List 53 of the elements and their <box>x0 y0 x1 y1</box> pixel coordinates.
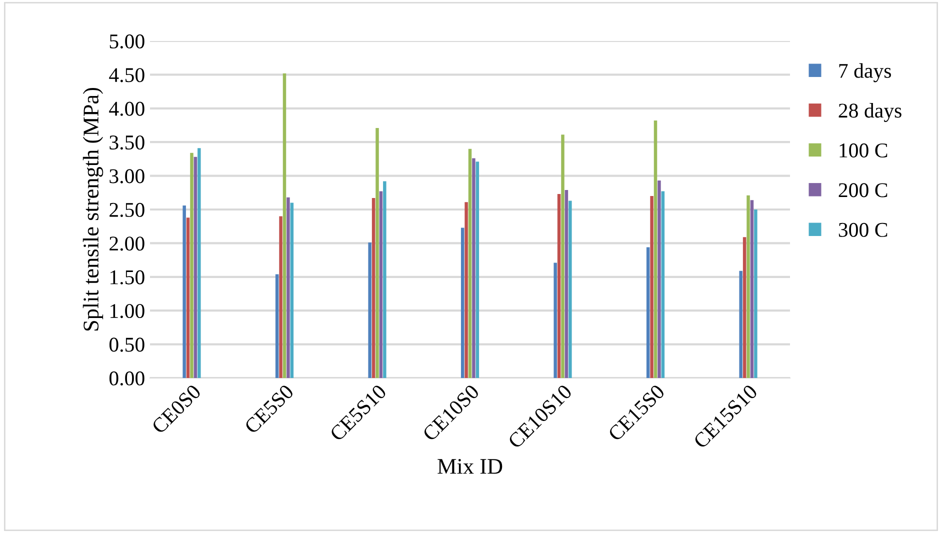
bar <box>739 270 742 378</box>
bar <box>646 247 650 378</box>
y-tick-label: 2.00 <box>110 236 144 251</box>
bar <box>190 152 194 378</box>
bar <box>742 237 746 378</box>
bar <box>750 200 754 378</box>
x-axis-title: Mix ID <box>438 458 502 474</box>
bar <box>661 191 665 378</box>
bar <box>564 190 568 378</box>
bar <box>561 134 564 378</box>
legend-label: 28 days <box>838 103 902 122</box>
bar <box>275 274 279 378</box>
bar <box>186 218 190 378</box>
legend-label: 100 C <box>840 143 888 158</box>
bar <box>194 156 198 378</box>
legend-label: 200 C <box>838 183 888 198</box>
bar <box>468 148 472 378</box>
bar <box>476 162 480 378</box>
y-tick-label: 1.50 <box>110 270 144 284</box>
bar <box>379 191 383 378</box>
bar <box>376 128 379 378</box>
bar <box>557 194 561 378</box>
y-tick-label: 5.00 <box>110 34 144 49</box>
y-tick-label: 0.00 <box>109 371 144 386</box>
legend-label: 300 C <box>838 222 888 237</box>
bar <box>383 181 386 378</box>
y-tick-label: 2.50 <box>110 202 144 218</box>
bar <box>368 242 372 378</box>
bar <box>198 148 201 378</box>
bar <box>464 202 468 378</box>
y-tick-label: 1.00 <box>110 304 144 318</box>
bar <box>372 198 376 378</box>
bar <box>650 196 654 378</box>
legend-label: 7 days <box>839 63 891 82</box>
y-tick-label: 3.00 <box>110 169 144 184</box>
y-tick-label: 4.50 <box>109 68 144 82</box>
bar <box>654 120 658 378</box>
bar <box>182 205 186 378</box>
bar <box>472 158 476 378</box>
bar <box>754 210 758 378</box>
bar <box>568 200 572 378</box>
y-tick-label: 4.00 <box>109 102 144 116</box>
bar <box>279 216 282 378</box>
bar <box>460 228 464 378</box>
bar <box>290 202 294 378</box>
bar <box>282 73 286 378</box>
bar <box>658 180 661 378</box>
y-tick-label: 3.50 <box>110 135 144 150</box>
bar <box>746 195 750 378</box>
y-tick-label: 0.50 <box>109 338 144 352</box>
bar <box>554 262 557 378</box>
bar <box>286 197 290 378</box>
y-axis-title: Split tensile strength (MPa) <box>82 88 104 331</box>
